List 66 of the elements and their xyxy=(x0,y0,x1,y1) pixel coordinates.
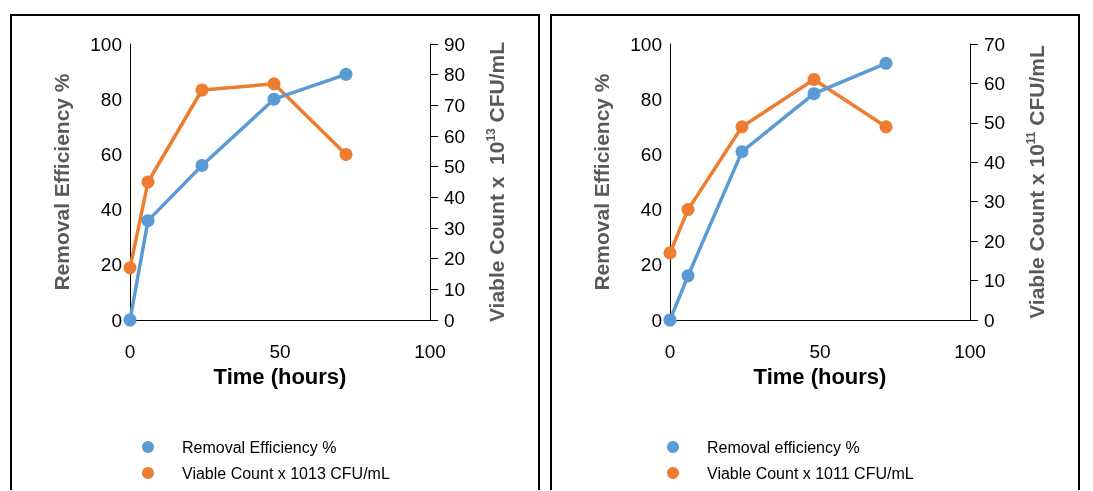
point xyxy=(267,77,281,91)
y-axis-title: Removal Efficiency % xyxy=(590,73,613,291)
y-tick-label: 40 xyxy=(100,199,122,221)
y-tick-label: 60 xyxy=(640,143,662,165)
y2-tick-label: 50 xyxy=(444,156,466,178)
point xyxy=(879,120,893,134)
y-axis-title: Removal Efficiency % xyxy=(50,73,73,291)
x-tick-label: 100 xyxy=(954,341,986,362)
y-tick-label: 100 xyxy=(630,33,662,55)
y2-tick-label: 90 xyxy=(444,33,466,55)
x-tick-label: 50 xyxy=(809,341,831,362)
y-tick-label: 20 xyxy=(640,254,662,276)
point xyxy=(663,313,677,327)
legend-label: Viable Count x 1013 CFU/mL xyxy=(182,464,390,482)
y-tick-label: 0 xyxy=(111,309,122,331)
point xyxy=(195,83,209,97)
point xyxy=(339,147,353,161)
x-axis-title: Time (hours) xyxy=(753,364,887,390)
x-tick-label: 50 xyxy=(269,341,291,362)
y2-tick-label: 20 xyxy=(444,248,466,270)
x-tick-label: 0 xyxy=(124,341,136,362)
y2-tick-label: 0 xyxy=(984,309,995,331)
y2-tick-label: 30 xyxy=(984,191,1006,213)
y-tick-label: 40 xyxy=(640,199,662,221)
y2-tick-label: 50 xyxy=(984,112,1006,134)
x-axis-title: Time (hours) xyxy=(213,364,347,390)
point xyxy=(681,269,695,283)
y2-tick-label: 10 xyxy=(444,278,466,300)
y2-tick-label: 80 xyxy=(444,64,466,86)
point xyxy=(123,261,137,275)
point xyxy=(123,313,137,327)
y-tick-label: 0 xyxy=(651,309,662,331)
y-tick-label: 60 xyxy=(100,143,122,165)
point xyxy=(807,87,821,101)
y-tick-label: 80 xyxy=(100,88,122,110)
point xyxy=(681,203,695,217)
point xyxy=(663,246,677,260)
point xyxy=(141,214,155,228)
y-tick-label: 20 xyxy=(100,254,122,276)
y2-axis-title: Viable Count x 1011 CFU/mL xyxy=(1024,44,1048,319)
point xyxy=(879,56,893,70)
point xyxy=(339,67,353,81)
x-tick-label: 100 xyxy=(414,341,446,362)
point xyxy=(735,145,749,159)
y2-tick-label: 40 xyxy=(984,151,1006,173)
y2-tick-label: 40 xyxy=(444,186,466,208)
y2-tick-label: 60 xyxy=(984,72,1006,94)
y-tick-label: 100 xyxy=(90,33,122,55)
point xyxy=(195,158,209,172)
y2-tick-label: 70 xyxy=(984,33,1006,55)
point xyxy=(807,72,821,86)
y2-tick-label: 10 xyxy=(984,270,1006,292)
y-tick-label: 80 xyxy=(640,88,662,110)
legend-label: Viable Count x 1011 CFU/mL xyxy=(707,464,914,482)
y2-tick-label: 20 xyxy=(984,230,1006,252)
legend-label: Removal Efficiency % xyxy=(182,438,337,456)
y2-tick-label: 30 xyxy=(444,217,466,239)
legend-label: Removal efficiency % xyxy=(707,438,860,456)
point xyxy=(267,92,281,106)
y2-tick-label: 0 xyxy=(444,309,455,331)
point xyxy=(141,175,155,189)
y2-axis-title: Viable Count x 1013 CFU/mL xyxy=(484,41,508,323)
y2-tick-label: 70 xyxy=(444,94,466,116)
x-tick-label: 0 xyxy=(664,341,676,362)
y2-tick-label: 60 xyxy=(444,125,466,147)
point xyxy=(735,120,749,134)
